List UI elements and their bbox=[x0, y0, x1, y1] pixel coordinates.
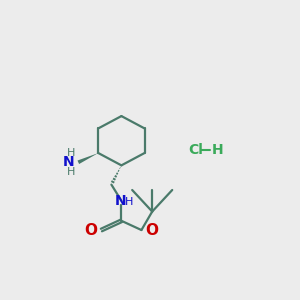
Text: H: H bbox=[67, 148, 76, 158]
Text: N: N bbox=[63, 155, 74, 169]
Text: O: O bbox=[145, 223, 158, 238]
Text: Cl: Cl bbox=[188, 143, 203, 157]
Polygon shape bbox=[77, 153, 98, 164]
Text: H: H bbox=[125, 197, 133, 207]
Text: N: N bbox=[115, 194, 127, 208]
Text: H: H bbox=[212, 143, 223, 157]
Text: O: O bbox=[85, 223, 98, 238]
Text: H: H bbox=[67, 167, 76, 176]
